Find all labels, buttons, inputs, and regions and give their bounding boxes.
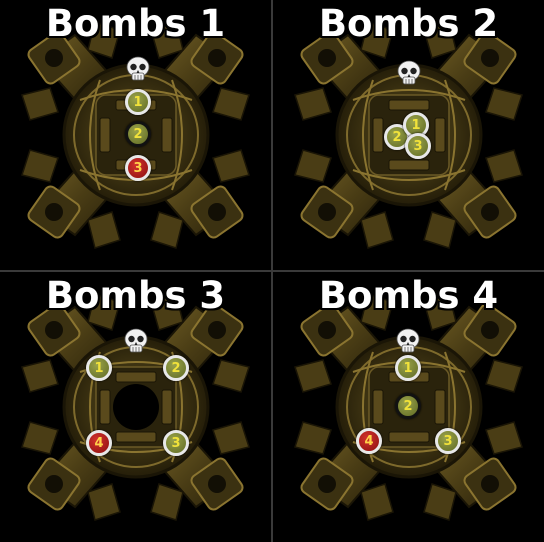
bombs-panel-4: Bombs 4 1 2 4 3 [273, 272, 544, 542]
bomb-marker: 3 [163, 430, 189, 456]
skull-icon [124, 328, 148, 353]
divider-horizontal [0, 270, 544, 272]
skull-icon [126, 56, 150, 81]
bomb-marker: 3 [435, 428, 461, 454]
skull-icon [396, 328, 420, 353]
bomb-marker: 3 [405, 133, 431, 159]
panel-title: Bombs 1 [45, 2, 226, 45]
bombs-panel-3: Bombs 3 1 2 4 3 [0, 272, 271, 542]
bomb-marker: 1 [125, 89, 151, 115]
bomb-marker: 4 [356, 428, 382, 454]
skull-icon [397, 60, 421, 85]
bomb-marker: 4 [86, 430, 112, 456]
bombs-panel-2: Bombs 2 2 1 3 [273, 0, 544, 270]
bomb-marker: 1 [86, 355, 112, 381]
panel-title: Bombs 3 [45, 274, 226, 317]
bomb-marker: 2 [163, 355, 189, 381]
bomb-marker: 3 [125, 155, 151, 181]
panel-title: Bombs 4 [318, 274, 499, 317]
arena-map [20, 292, 251, 522]
bomb-marker: 2 [395, 393, 421, 419]
bombs-panel-1: Bombs 1 1 2 3 [0, 0, 271, 270]
bomb-marker: 2 [125, 121, 151, 147]
bomb-marker: 1 [395, 355, 421, 381]
panel-title: Bombs 2 [318, 2, 499, 45]
